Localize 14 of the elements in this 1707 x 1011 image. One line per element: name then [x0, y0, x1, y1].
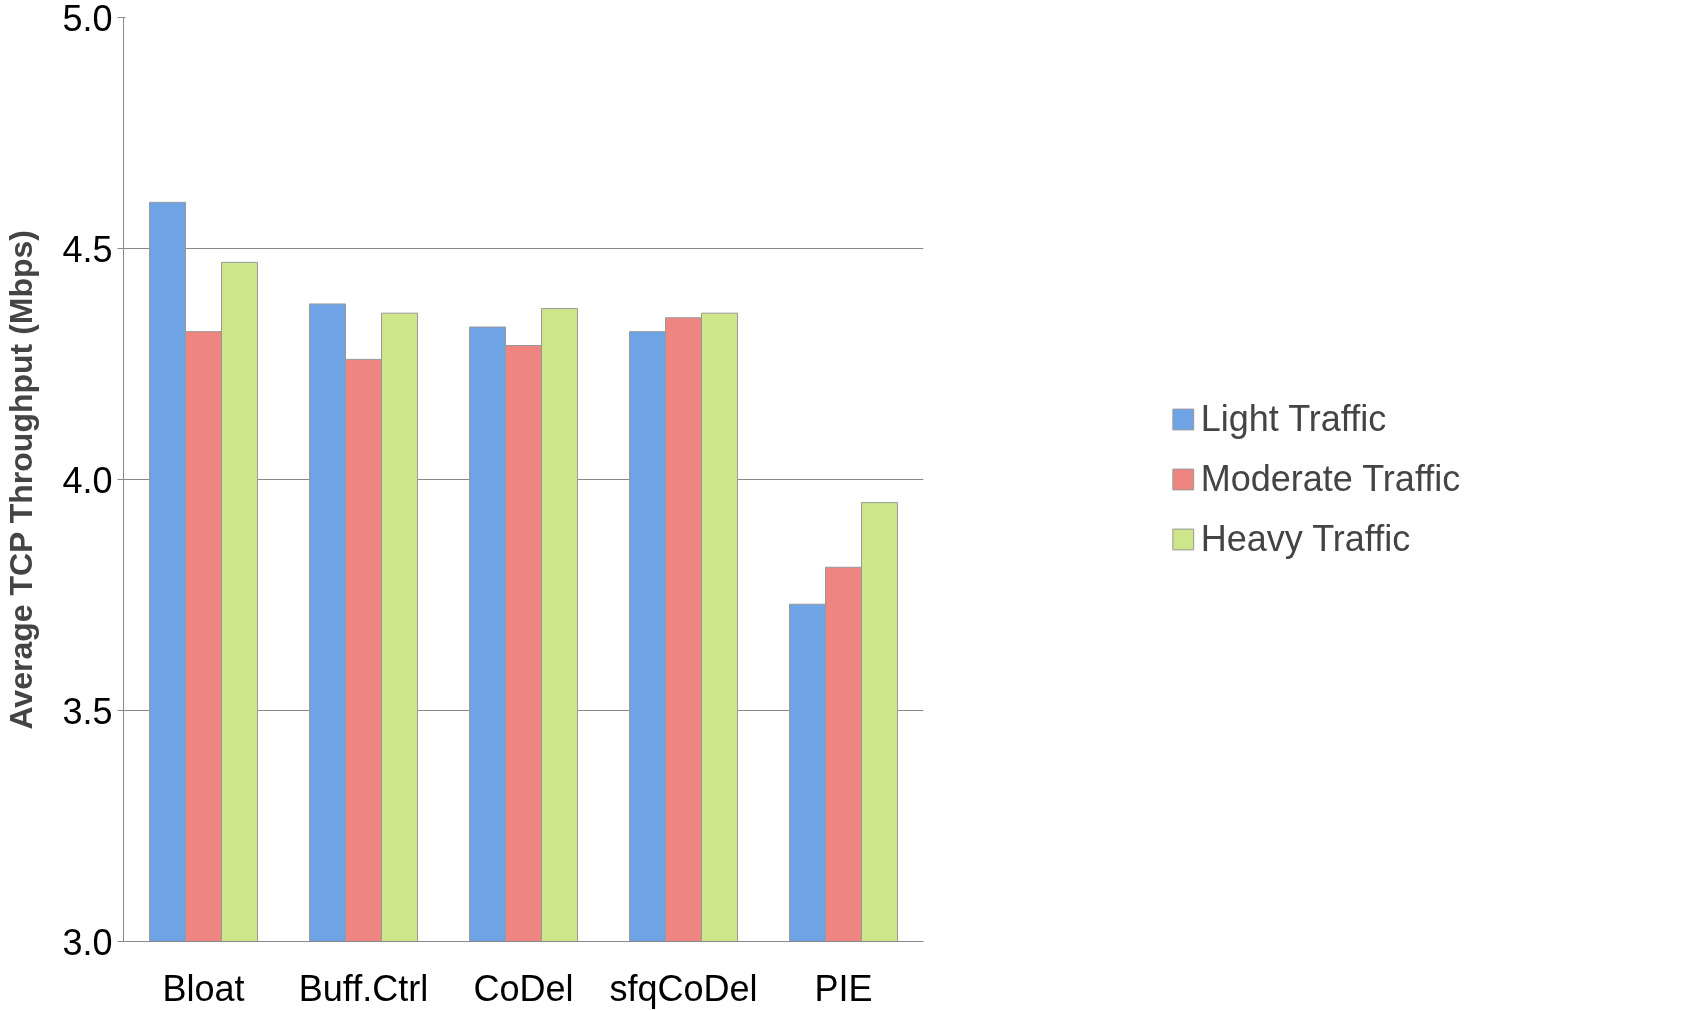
y-tick-label: 3.5	[62, 690, 113, 732]
x-tick-label: Buff.Ctrl	[298, 967, 429, 1009]
x-tick-label: PIE	[814, 967, 873, 1009]
y-tick-label: 3.0	[62, 921, 113, 963]
y-tick-label: 4.5	[62, 228, 113, 270]
x-tick-label: CoDel	[473, 967, 574, 1009]
legend-label: Light Traffic	[1200, 398, 1387, 440]
legend-label: Heavy Traffic	[1200, 518, 1411, 560]
x-tick-label: sfqCoDel	[609, 967, 758, 1009]
y-tick-label: 4.0	[62, 459, 113, 501]
x-tick-label: Bloat	[162, 967, 245, 1009]
y-axis-title: Average TCP Throughput (Mbps)	[3, 230, 40, 730]
legend-label: Moderate Traffic	[1200, 458, 1461, 500]
y-tick-label: 5.0	[62, 0, 113, 39]
